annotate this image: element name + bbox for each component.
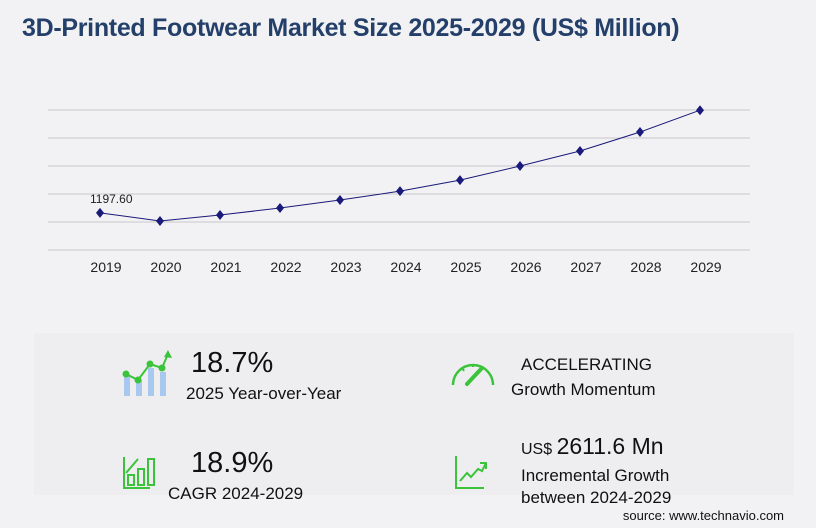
x-tick-label: 2025 xyxy=(450,259,481,275)
data-point xyxy=(96,207,104,218)
momentum-label: Growth Momentum xyxy=(511,380,656,399)
bar-line-growth-icon xyxy=(122,350,172,396)
x-tick-label: 2029 xyxy=(690,259,721,275)
incremental-value: 2611.6 Mn xyxy=(556,433,664,459)
data-point xyxy=(156,216,164,227)
x-tick-label: 2027 xyxy=(570,259,601,275)
data-point xyxy=(336,195,344,206)
x-tick-label: 2021 xyxy=(210,259,241,275)
incremental-growth: US$ 2611.6 Mn xyxy=(521,433,664,460)
data-point xyxy=(696,105,704,116)
source-text: source: www.technavio.com xyxy=(622,508,784,523)
data-point xyxy=(216,210,224,221)
data-point xyxy=(516,161,524,172)
x-tick-label: 2024 xyxy=(390,259,421,275)
x-tick-label: 2022 xyxy=(270,259,301,275)
currency-prefix: US$ xyxy=(521,441,553,458)
incremental-label-1: Incremental Growth xyxy=(521,466,670,485)
data-point xyxy=(456,175,464,186)
momentum-value: ACCELERATING xyxy=(521,355,652,374)
chart-title: 3D-Printed Footwear Market Size 2025-202… xyxy=(22,14,680,42)
yoy-value: 18.7% xyxy=(191,347,274,379)
trend-up-icon xyxy=(455,456,487,489)
data-point xyxy=(396,186,404,197)
data-point xyxy=(276,203,284,214)
incremental-label-2: between 2024-2029 xyxy=(521,488,672,507)
line-chart: 2019 1197.60 2020 2021 2022 2023 2024 2025 2026 2… xyxy=(48,105,750,275)
x-tick-label: 2023 xyxy=(330,259,361,275)
speedometer-icon xyxy=(451,363,495,386)
yoy-label: 2025 Year-over-Year xyxy=(186,384,342,403)
bar-chart-up-icon xyxy=(123,457,155,489)
data-point xyxy=(636,127,644,138)
cagr-label: CAGR 2024-2029 xyxy=(168,484,304,503)
x-tick-label: 2019 xyxy=(90,259,121,275)
data-point xyxy=(576,146,584,157)
data-label: 1197.60 xyxy=(90,192,133,206)
stats-panel xyxy=(34,333,794,495)
x-tick-label: 2020 xyxy=(150,259,181,275)
x-tick-label: 2028 xyxy=(630,259,661,275)
cagr-value: 18.9% xyxy=(191,447,274,479)
x-tick-label: 2026 xyxy=(510,259,541,275)
